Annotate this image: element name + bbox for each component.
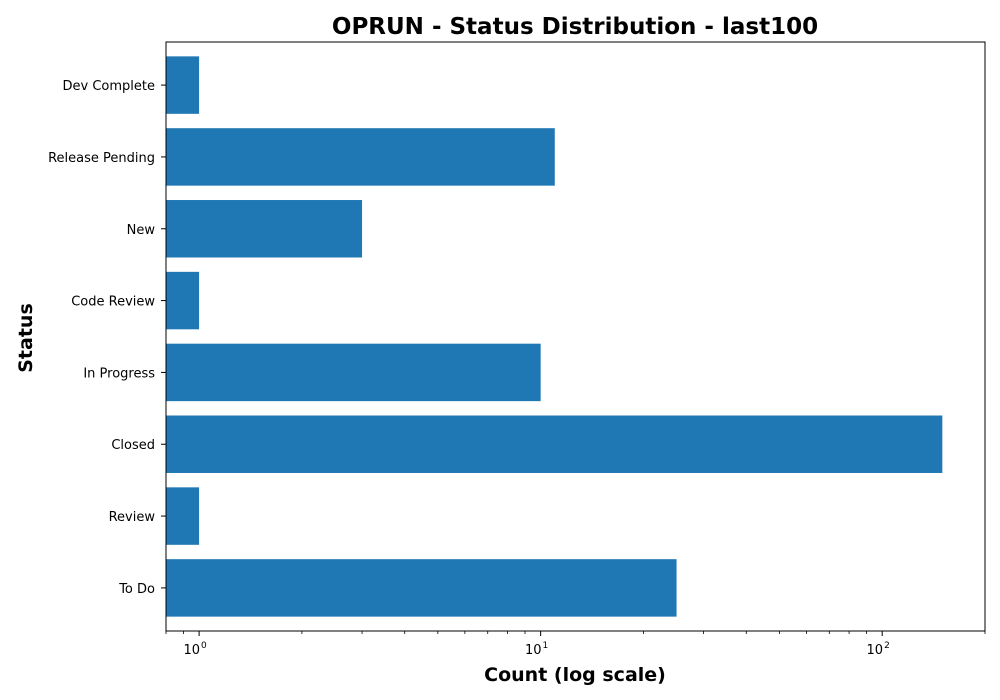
y-tick-label-closed: Closed [111,438,155,453]
chart-title: OPRUN - Status Distribution - last100 [332,14,818,40]
y-axis-title: Status [15,303,37,373]
y-tick-label-code-review: Code Review [71,295,155,310]
bar-code-review [166,271,200,330]
bar-new [166,200,363,258]
bar-closed [166,415,943,473]
y-tick-label-release-pending: Release Pending [48,151,155,166]
y-tick-label-to-do: To Do [118,582,155,597]
bars-layer [166,56,943,617]
y-tick-label-new: New [127,223,156,238]
plot-frame [165,41,986,632]
bar-dev-complete [166,56,200,114]
y-tick-label-in-progress: In Progress [83,366,155,381]
bar-release-pending [166,128,555,186]
x-tick-label: 100 [183,641,207,658]
x-tick-label: 102 [867,641,890,658]
y-axis-ticks: To Do Review Closed In Progress Code Review N… [48,79,166,597]
bar-to-do [166,559,677,617]
bar-in-progress [166,343,541,402]
x-axis-title: Count (log scale) [484,664,666,686]
y-tick-label-dev-complete: Dev Complete [63,79,156,94]
x-axis-ticks: 100 101 102 [165,631,986,658]
x-tick-label: 101 [525,641,548,658]
bar-review [166,487,200,545]
y-tick-label-review: Review [109,510,156,525]
